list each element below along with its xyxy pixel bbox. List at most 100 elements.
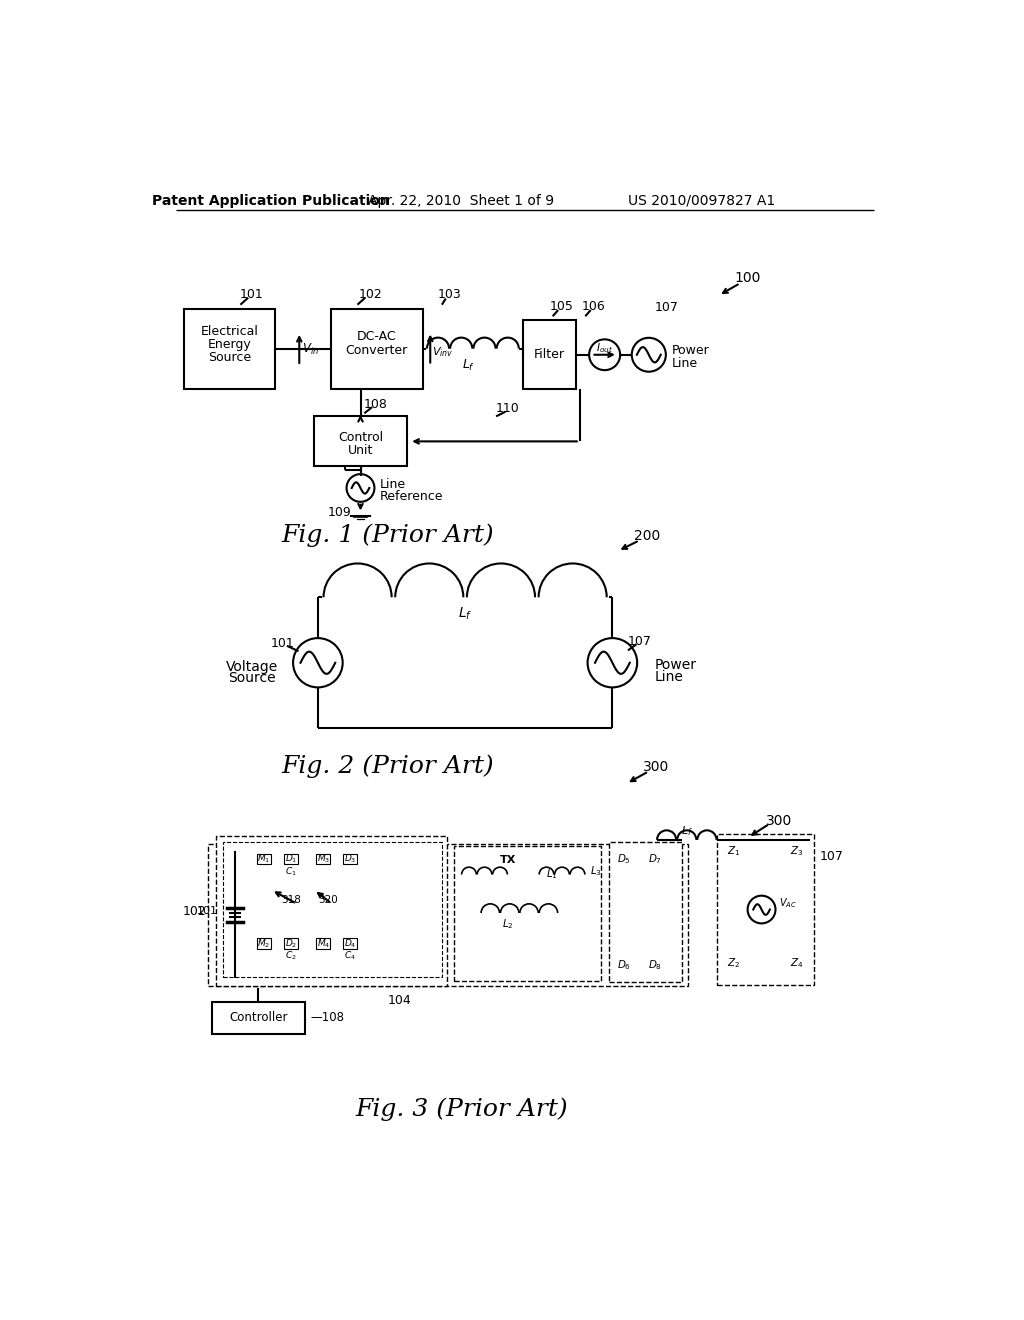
Text: Patent Application Publication: Patent Application Publication — [153, 194, 390, 207]
Text: Fig. 1 (Prior Art): Fig. 1 (Prior Art) — [282, 524, 494, 548]
Text: $I_{out}$: $I_{out}$ — [596, 342, 613, 355]
Text: Reference: Reference — [380, 490, 443, 503]
Bar — [223, 842, 442, 977]
Bar — [216, 836, 446, 986]
Text: US 2010/0097827 A1: US 2010/0097827 A1 — [628, 194, 775, 207]
Text: Voltage: Voltage — [226, 660, 279, 673]
Text: $L_f$: $L_f$ — [463, 358, 475, 374]
Text: $D_7$: $D_7$ — [648, 853, 662, 866]
Text: $Z_2$: $Z_2$ — [727, 956, 740, 970]
Text: 300: 300 — [766, 813, 793, 828]
Bar — [314, 416, 407, 466]
Text: 100: 100 — [735, 271, 761, 285]
Text: $D_1$: $D_1$ — [285, 853, 297, 866]
Circle shape — [346, 474, 375, 502]
Circle shape — [589, 339, 621, 370]
Text: $C_4$: $C_4$ — [344, 950, 356, 962]
Text: $M_2$: $M_2$ — [257, 937, 270, 950]
Text: $L_3$: $L_3$ — [590, 863, 602, 878]
Text: $V_{in}$: $V_{in}$ — [302, 342, 318, 356]
Text: $L_1$: $L_1$ — [547, 867, 558, 882]
Text: Filter: Filter — [535, 348, 565, 362]
Bar — [608, 842, 682, 982]
Text: Source: Source — [208, 351, 251, 364]
Text: 320: 320 — [318, 895, 338, 906]
Circle shape — [293, 638, 343, 688]
Text: 109: 109 — [328, 506, 351, 519]
Text: 107: 107 — [628, 635, 651, 648]
Bar — [257, 854, 270, 865]
Text: Unit: Unit — [348, 444, 373, 457]
Text: TX: TX — [500, 855, 516, 865]
Text: Energy: Energy — [208, 338, 252, 351]
Bar — [717, 834, 814, 985]
Text: 106: 106 — [582, 300, 605, 313]
Text: Control: Control — [338, 430, 383, 444]
Bar — [316, 854, 331, 865]
Text: Converter: Converter — [346, 343, 408, 356]
Text: $Z_4$: $Z_4$ — [791, 956, 804, 970]
Text: $M_3$: $M_3$ — [316, 853, 330, 866]
Text: $M_4$: $M_4$ — [316, 937, 330, 950]
Circle shape — [588, 638, 637, 688]
Text: $L_2$: $L_2$ — [502, 917, 514, 932]
Text: 101: 101 — [240, 288, 264, 301]
Text: $D_4$: $D_4$ — [344, 937, 356, 950]
Text: $D_6$: $D_6$ — [616, 958, 631, 973]
Text: $Z_3$: $Z_3$ — [791, 845, 804, 858]
Bar — [257, 939, 270, 949]
Text: Line: Line — [655, 671, 684, 684]
Text: Power: Power — [655, 659, 697, 672]
Text: 200: 200 — [634, 529, 660, 543]
Text: 103: 103 — [437, 288, 462, 301]
Text: Fig. 2 (Prior Art): Fig. 2 (Prior Art) — [282, 755, 494, 779]
Bar — [331, 309, 423, 389]
Text: $V_{AC}$: $V_{AC}$ — [778, 896, 797, 911]
Text: Controller: Controller — [229, 1011, 288, 1024]
Bar — [316, 939, 331, 949]
Text: 108: 108 — [365, 397, 388, 411]
Text: 104: 104 — [387, 994, 411, 1007]
Text: —108: —108 — [311, 1011, 345, 1024]
Text: 318: 318 — [281, 895, 301, 906]
Text: Line: Line — [380, 478, 406, 491]
Bar — [212, 1002, 305, 1034]
Text: 102: 102 — [358, 288, 382, 301]
Text: $C_1$: $C_1$ — [285, 865, 297, 878]
Text: $D_5$: $D_5$ — [617, 853, 631, 866]
Bar — [284, 939, 298, 949]
Text: 107: 107 — [820, 850, 844, 862]
Text: 101: 101 — [197, 906, 218, 916]
Circle shape — [748, 896, 775, 924]
Text: $L_f$: $L_f$ — [458, 606, 472, 623]
Text: DC-AC: DC-AC — [357, 330, 396, 343]
Text: Line: Line — [672, 358, 698, 371]
Text: Power: Power — [672, 345, 710, 358]
Text: $Z_1$: $Z_1$ — [727, 845, 740, 858]
Bar — [343, 939, 357, 949]
Bar — [343, 854, 357, 865]
Bar — [183, 309, 275, 389]
Text: Source: Source — [228, 671, 275, 685]
Text: Apr. 22, 2010  Sheet 1 of 9: Apr. 22, 2010 Sheet 1 of 9 — [369, 194, 554, 207]
Bar — [284, 854, 298, 865]
Circle shape — [632, 338, 666, 372]
Text: $D_8$: $D_8$ — [648, 958, 663, 973]
Text: Electrical: Electrical — [201, 325, 258, 338]
Text: $D_3$: $D_3$ — [344, 853, 356, 866]
Text: Fig. 3 (Prior Art): Fig. 3 (Prior Art) — [355, 1098, 567, 1121]
Text: 105: 105 — [550, 300, 573, 313]
Text: $V_{inv}$: $V_{inv}$ — [432, 346, 454, 359]
Text: 300: 300 — [643, 760, 670, 774]
Text: 101: 101 — [271, 638, 295, 649]
Bar — [454, 846, 601, 981]
Text: $C_2$: $C_2$ — [285, 950, 297, 962]
Text: 102: 102 — [182, 904, 206, 917]
Bar — [208, 843, 688, 986]
Text: $L_f$: $L_f$ — [681, 824, 692, 837]
Text: 107: 107 — [655, 301, 679, 314]
Text: 110: 110 — [496, 403, 519, 416]
Bar — [523, 321, 575, 389]
Text: $D_2$: $D_2$ — [285, 937, 297, 950]
Text: $M_1$: $M_1$ — [257, 853, 270, 866]
